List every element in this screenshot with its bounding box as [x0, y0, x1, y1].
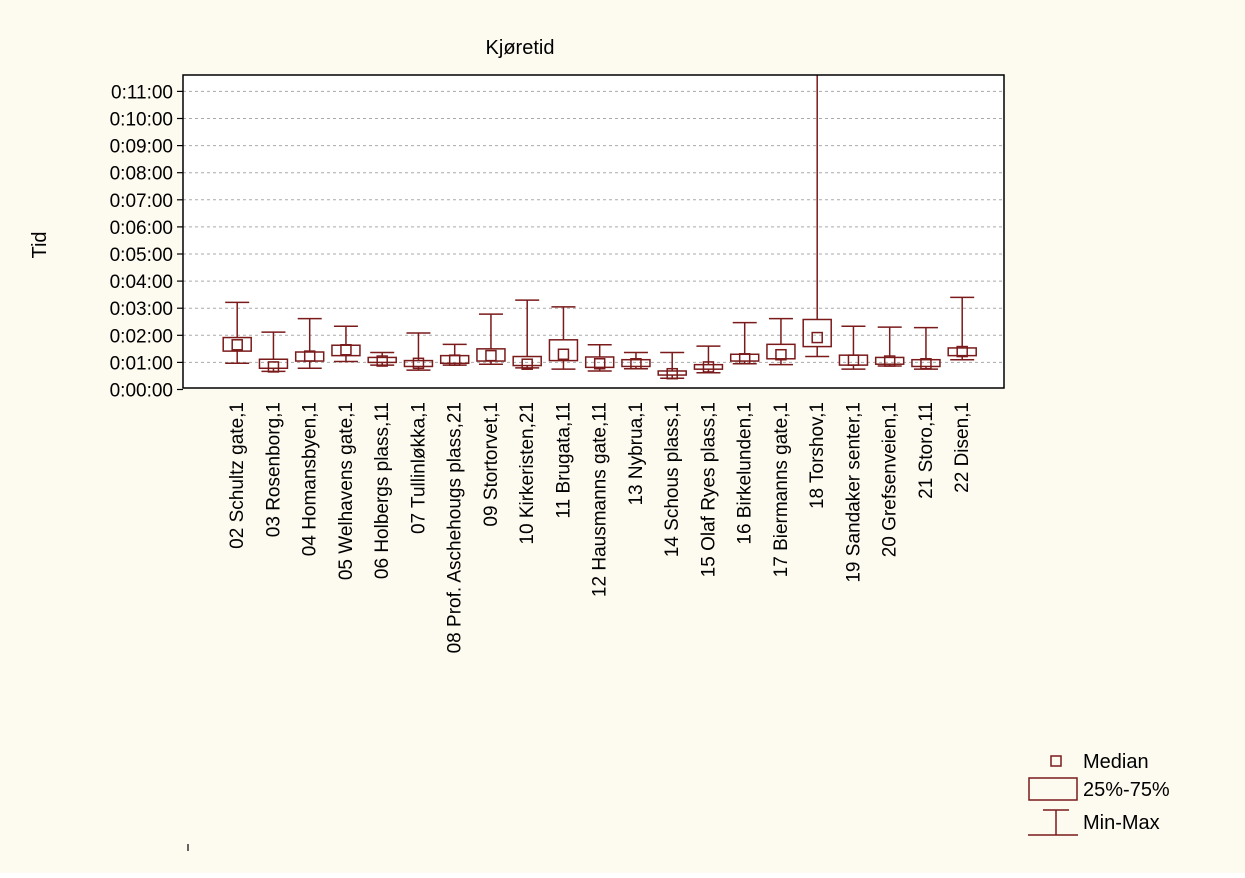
iqr-box [548, 339, 579, 362]
y-tick-label: 0:06:00 [110, 218, 173, 239]
y-tick-label: 0:04:00 [110, 272, 173, 293]
x-tick-label: 04 Homansbyen,1 [300, 402, 321, 556]
x-tick-label: 12 Hausmanns gate,11 [590, 402, 611, 597]
x-tick-label: 03 Rosenborg,1 [263, 402, 284, 537]
x-tick-label: 13 Nybrua,1 [626, 402, 647, 506]
y-axis-ticks: 0:00:00 0:01:00 0:02:00 0:03:00 0:04:00 0:05:… [110, 82, 183, 402]
iqr-box [222, 336, 252, 352]
median-marker [593, 358, 606, 370]
x-tick-label: 07 Tullinløkka,1 [408, 402, 429, 534]
median-marker [521, 358, 533, 370]
y-tick-label: 0:00:00 [110, 381, 173, 402]
median-marker [231, 339, 243, 351]
y-tick-label: 0:11:00 [111, 82, 173, 103]
median-marker [811, 331, 823, 344]
x-tick-label: 20 Grefsenveien,1 [880, 402, 901, 557]
y-tick-label: 0:08:00 [110, 164, 173, 185]
iqr-box [367, 356, 397, 364]
iqr-box [621, 358, 651, 368]
x-axis-labels: 02 Schultz gate,1 03 Rosenborg,1 04 Homans… [227, 402, 973, 653]
iqr-box [802, 318, 832, 348]
x-tick-label: 10 Kirkeristen,21 [517, 402, 538, 545]
median-marker [775, 348, 787, 361]
iqr-box [874, 356, 905, 365]
median-marker [847, 354, 860, 366]
y-tick-label: 0:07:00 [110, 191, 173, 212]
x-tick-label: 14 Schous plass,1 [662, 402, 683, 557]
median-marker [738, 353, 751, 365]
iqr-box [403, 359, 434, 368]
median-marker [412, 357, 425, 370]
median-marker [883, 355, 896, 367]
iqr-box [657, 370, 687, 376]
x-tick-label: 05 Welhavens gate,1 [336, 402, 357, 580]
y-tick-label: 0:02:00 [110, 326, 173, 347]
median-marker [340, 344, 352, 356]
x-tick-label: 11 Brugata,11 [553, 402, 574, 519]
median-marker [267, 361, 280, 373]
legend-box-icon [1028, 777, 1078, 801]
y-tick-label: 0:03:00 [110, 299, 173, 320]
legend-median-icon [1050, 755, 1062, 767]
median-marker [557, 348, 570, 361]
iqr-box [911, 358, 941, 368]
x-tick-label: 15 Olaf Ryes plass,1 [698, 402, 719, 577]
plot-frame [182, 74, 1005, 389]
x-tick-label: 02 Schultz gate,1 [227, 402, 248, 549]
y-tick-label: 0:09:00 [110, 137, 173, 158]
iqr-box [258, 358, 289, 370]
x-tick-label: 18 Torshov,1 [807, 402, 828, 509]
plot-area [183, 75, 1004, 388]
x-tick-label: 19 Sandaker senter,1 [843, 402, 864, 583]
legend-label: 25%-75% [1083, 779, 1170, 801]
x-tick-label: 08 Prof. Aschehougs plass,21 [445, 402, 466, 653]
median-marker [485, 349, 497, 362]
iqr-box [766, 343, 796, 360]
box-plots [222, 75, 977, 380]
x-tick-label: 09 Stortorvet,1 [481, 402, 502, 527]
x-tick-label: 17 Biermanns gate,1 [771, 402, 792, 577]
x-tick-label: 06 Holbergs plass,11 [372, 402, 393, 579]
y-axis-label: Tid [29, 231, 51, 258]
y-tick-label: 0:10:00 [110, 110, 173, 131]
iqr-box [584, 356, 615, 369]
iqr-box [512, 355, 542, 367]
grid-lines [183, 90, 1004, 363]
median-marker [920, 358, 932, 370]
median-marker [666, 367, 678, 380]
median-marker [448, 354, 461, 366]
x-tick-label: 21 Storo,11 [916, 402, 937, 499]
iqr-box [947, 347, 977, 357]
x-tick-label: 16 Birkelunden,1 [735, 402, 756, 545]
median-marker [956, 345, 968, 358]
y-tick-label: 0:01:00 [110, 353, 173, 374]
chart-title: Kjøretid [486, 37, 555, 59]
median-marker [702, 361, 715, 373]
x-tick-label: 22 Disen,1 [952, 402, 973, 493]
legend-label: Min-Max [1083, 812, 1160, 834]
legend: Median 25%-75% Min-Max [1028, 751, 1170, 836]
legend-label: Median [1083, 751, 1149, 773]
median-marker [376, 355, 388, 367]
median-marker [303, 350, 316, 362]
iqr-box [693, 363, 724, 370]
y-tick-label: 0:05:00 [110, 245, 173, 266]
median-marker [630, 358, 642, 370]
